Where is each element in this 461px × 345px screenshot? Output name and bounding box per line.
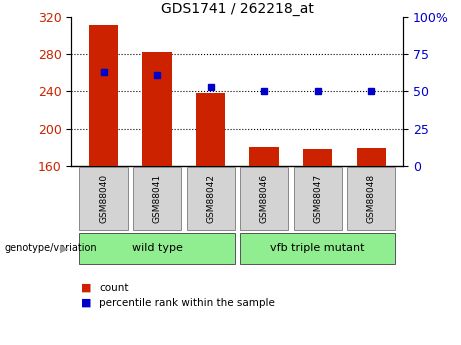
- Text: GSM88040: GSM88040: [99, 174, 108, 223]
- FancyBboxPatch shape: [347, 167, 396, 230]
- FancyBboxPatch shape: [187, 167, 235, 230]
- Text: genotype/variation: genotype/variation: [5, 244, 97, 253]
- Bar: [89, 24, 118, 166]
- Bar: [142, 52, 172, 166]
- FancyBboxPatch shape: [79, 233, 235, 264]
- Text: GSM88042: GSM88042: [206, 174, 215, 223]
- FancyBboxPatch shape: [240, 167, 288, 230]
- Text: ▶: ▶: [60, 244, 68, 253]
- Text: GSM88041: GSM88041: [153, 174, 162, 223]
- Text: GSM88048: GSM88048: [367, 174, 376, 223]
- Text: GSM88046: GSM88046: [260, 174, 269, 223]
- FancyBboxPatch shape: [79, 167, 128, 230]
- Text: GSM88047: GSM88047: [313, 174, 322, 223]
- Text: ■: ■: [81, 283, 91, 293]
- Text: wild type: wild type: [132, 244, 183, 253]
- FancyBboxPatch shape: [240, 233, 396, 264]
- Bar: [303, 149, 332, 166]
- Title: GDS1741 / 262218_at: GDS1741 / 262218_at: [161, 2, 314, 16]
- Text: count: count: [99, 283, 129, 293]
- Bar: [356, 148, 386, 166]
- Bar: [196, 93, 225, 166]
- FancyBboxPatch shape: [133, 167, 181, 230]
- FancyBboxPatch shape: [294, 167, 342, 230]
- Text: percentile rank within the sample: percentile rank within the sample: [99, 298, 275, 308]
- Text: vfb triple mutant: vfb triple mutant: [271, 244, 365, 253]
- Bar: [249, 147, 279, 166]
- Text: ■: ■: [81, 298, 91, 308]
